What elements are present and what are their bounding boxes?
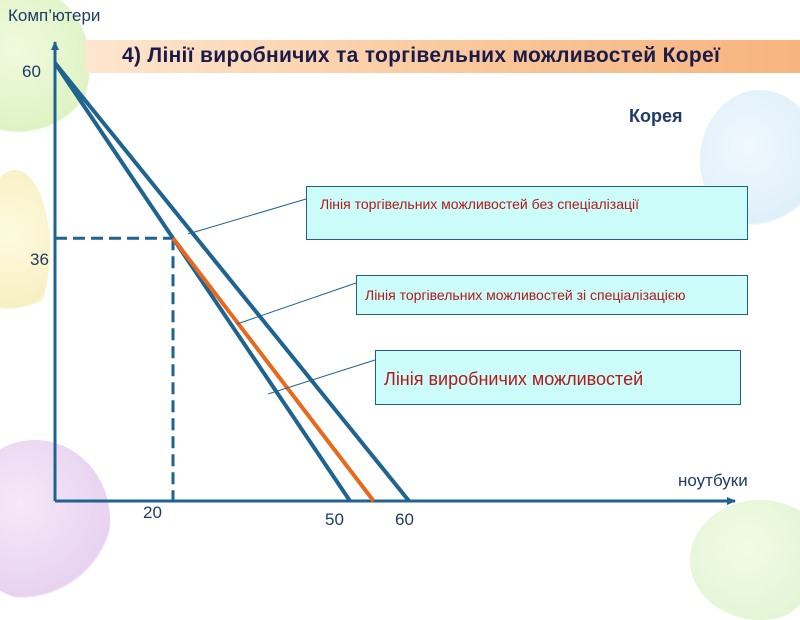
- label-no-specialization: Лінія торгівельних можливостей без спеці…: [320, 196, 640, 212]
- country-label: Корея: [629, 106, 683, 126]
- label-ppf: Лінія виробничих можливостей: [384, 369, 644, 389]
- chart-svg: [51, 41, 736, 505]
- x-tick-label-50: 50: [325, 510, 344, 529]
- x-tick-label-60: 60: [395, 510, 414, 529]
- label-box-ppf: Лінія виробничих можливостей: [375, 350, 741, 405]
- y-axis-label: Комп’ютери: [8, 6, 101, 25]
- y-tick-label-36: 36: [30, 250, 49, 269]
- x-axis-label: ноутбуки: [678, 471, 748, 490]
- x-tick-label-20: 20: [143, 503, 162, 522]
- callout-leader-ppf: [267, 359, 376, 395]
- callout-leader-no-spec: [187, 198, 307, 235]
- production-possibilities-line: [53, 61, 352, 503]
- y-tick-label-60: 60: [22, 62, 41, 81]
- label-box-no-specialization: Лінія торгівельних можливостей без спеці…: [306, 186, 748, 240]
- label-box-with-specialization: Лінія торгівельних можливостей зі спеціа…: [356, 275, 748, 315]
- title-bar: [85, 40, 800, 73]
- trade-line-no-specialization: [53, 61, 411, 503]
- page-title: 4) Лінії виробничих та торгівельних можл…: [122, 44, 721, 67]
- label-with-specialization: Лінія торгівельних можливостей зі спеціа…: [365, 287, 686, 303]
- trade-line-with-specialization: [171, 236, 376, 503]
- callout-leader-with-spec: [236, 282, 357, 325]
